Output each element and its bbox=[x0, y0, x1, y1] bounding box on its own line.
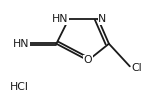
Text: N: N bbox=[98, 14, 106, 24]
Text: Cl: Cl bbox=[131, 63, 142, 73]
Text: O: O bbox=[84, 55, 92, 65]
Text: HN: HN bbox=[13, 39, 29, 49]
Text: HCl: HCl bbox=[10, 82, 29, 92]
Text: HN: HN bbox=[52, 14, 69, 24]
